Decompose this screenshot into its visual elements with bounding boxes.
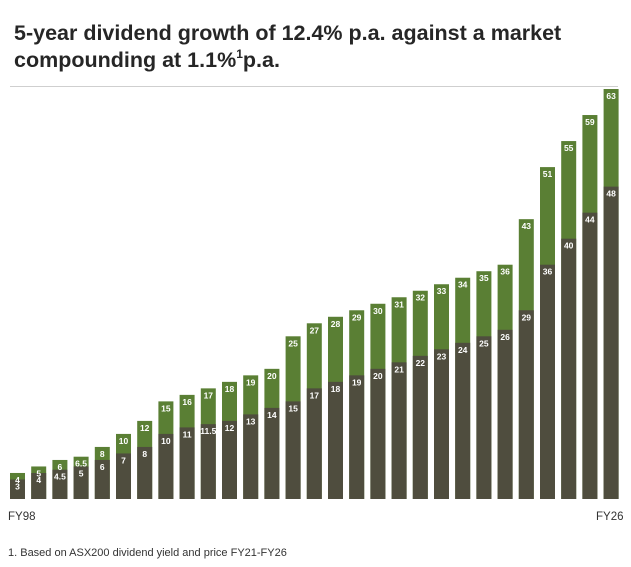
base-bar — [222, 420, 237, 499]
base-value-label: 40 — [564, 241, 574, 251]
chart-title-line2: compounding at 1.1%1p.a. — [14, 47, 614, 74]
base-bar — [179, 427, 195, 499]
total-value-label: 8 — [100, 449, 105, 459]
total-value-label: 25 — [288, 338, 298, 348]
base-value-label: 7 — [121, 455, 126, 465]
total-value-label: 27 — [310, 325, 320, 335]
total-value-label: 30 — [373, 306, 383, 316]
base-bar — [412, 355, 428, 499]
total-value-label: 15 — [161, 403, 171, 413]
base-bar — [497, 329, 513, 499]
total-value-label: 18 — [225, 384, 235, 394]
base-value-label: 8 — [142, 449, 147, 459]
total-value-label: 5 — [36, 468, 41, 478]
total-value-label: 4 — [15, 475, 20, 485]
total-value-label: 34 — [458, 280, 468, 290]
title-divider — [10, 86, 618, 87]
base-bar — [455, 342, 471, 499]
base-value-label: 6 — [100, 462, 105, 472]
base-bar — [10, 479, 25, 499]
total-value-label: 16 — [182, 397, 192, 407]
base-value-label: 24 — [458, 345, 468, 355]
chart-title-line2-tail: p.a. — [242, 48, 280, 72]
chart-title: 5-year dividend growth of 12.4% p.a. aga… — [14, 20, 614, 74]
base-value-label: 17 — [310, 390, 320, 400]
base-bar — [137, 446, 153, 499]
base-bar — [582, 212, 598, 499]
total-value-label: 55 — [564, 143, 574, 153]
base-bar — [561, 238, 577, 499]
total-value-label: 20 — [267, 371, 277, 381]
base-value-label: 48 — [606, 189, 616, 199]
total-value-label: 6.5 — [75, 459, 87, 469]
base-value-label: 13 — [246, 416, 256, 426]
total-value-label: 29 — [352, 312, 362, 322]
base-bar — [264, 407, 280, 499]
total-value-label: 19 — [246, 377, 256, 387]
base-value-label: 26 — [500, 332, 510, 342]
base-bar — [158, 433, 174, 499]
total-value-label: 31 — [394, 299, 404, 309]
total-value-label: 63 — [606, 91, 616, 101]
base-bar — [116, 453, 131, 499]
base-value-label: 18 — [331, 384, 341, 394]
total-value-label: 59 — [585, 117, 595, 127]
base-bar — [94, 459, 110, 499]
base-bar — [434, 349, 449, 499]
base-value-label: 29 — [522, 312, 532, 322]
x-axis-start-label: FY98 — [8, 511, 36, 523]
base-bar — [328, 381, 343, 499]
base-value-label: 20 — [373, 371, 383, 381]
total-value-label: 28 — [331, 319, 341, 329]
base-bar — [31, 472, 47, 499]
base-bar — [476, 336, 492, 499]
total-value-label: 51 — [543, 169, 553, 179]
base-bar — [306, 388, 322, 499]
base-value-label: 19 — [352, 377, 362, 387]
x-axis-end-label: FY26 — [596, 511, 624, 523]
base-value-label: 44 — [585, 215, 595, 225]
total-value-label: 6 — [58, 462, 63, 472]
base-bar — [73, 466, 89, 499]
base-bar — [391, 362, 407, 499]
base-value-label: 4.5 — [54, 472, 66, 482]
chart-title-line1: 5-year dividend growth of 12.4% p.a. aga… — [14, 21, 562, 45]
base-bar — [200, 424, 216, 499]
base-value-label: 36 — [543, 267, 553, 277]
total-value-label: 32 — [416, 293, 426, 303]
chart-title-line2-text: compounding at 1.1% — [14, 48, 237, 72]
base-value-label: 14 — [267, 410, 277, 420]
total-value-label: 17 — [204, 390, 214, 400]
base-value-label: 12 — [225, 423, 235, 433]
footnote-marker: 1 — [236, 47, 243, 61]
base-value-label: 22 — [416, 358, 426, 368]
base-value-label: 15 — [288, 403, 298, 413]
total-value-label: 12 — [140, 423, 150, 433]
base-bar — [518, 310, 534, 499]
base-bar — [349, 375, 365, 499]
total-value-label: 36 — [500, 267, 510, 277]
base-value-label: 10 — [161, 436, 171, 446]
total-value-label: 43 — [522, 221, 532, 231]
base-value-label: 21 — [394, 364, 404, 374]
total-value-label: 35 — [479, 273, 489, 283]
base-bar — [603, 186, 619, 499]
total-value-label: 33 — [437, 286, 447, 296]
base-value-label: 4 — [36, 475, 41, 485]
base-value-label: 11.5 — [200, 426, 216, 436]
footnote: 1. Based on ASX200 dividend yield and pr… — [8, 547, 287, 559]
base-bar — [52, 469, 68, 499]
base-bar — [540, 264, 555, 499]
base-value-label: 5 — [79, 468, 84, 478]
base-bar — [285, 401, 301, 499]
base-value-label: 25 — [479, 338, 489, 348]
total-value-label: 10 — [119, 436, 129, 446]
base-value-label: 11 — [183, 429, 192, 439]
base-bar — [243, 414, 259, 499]
base-value-label: 3 — [15, 481, 20, 491]
base-bar — [370, 368, 386, 499]
base-value-label: 23 — [437, 351, 447, 361]
